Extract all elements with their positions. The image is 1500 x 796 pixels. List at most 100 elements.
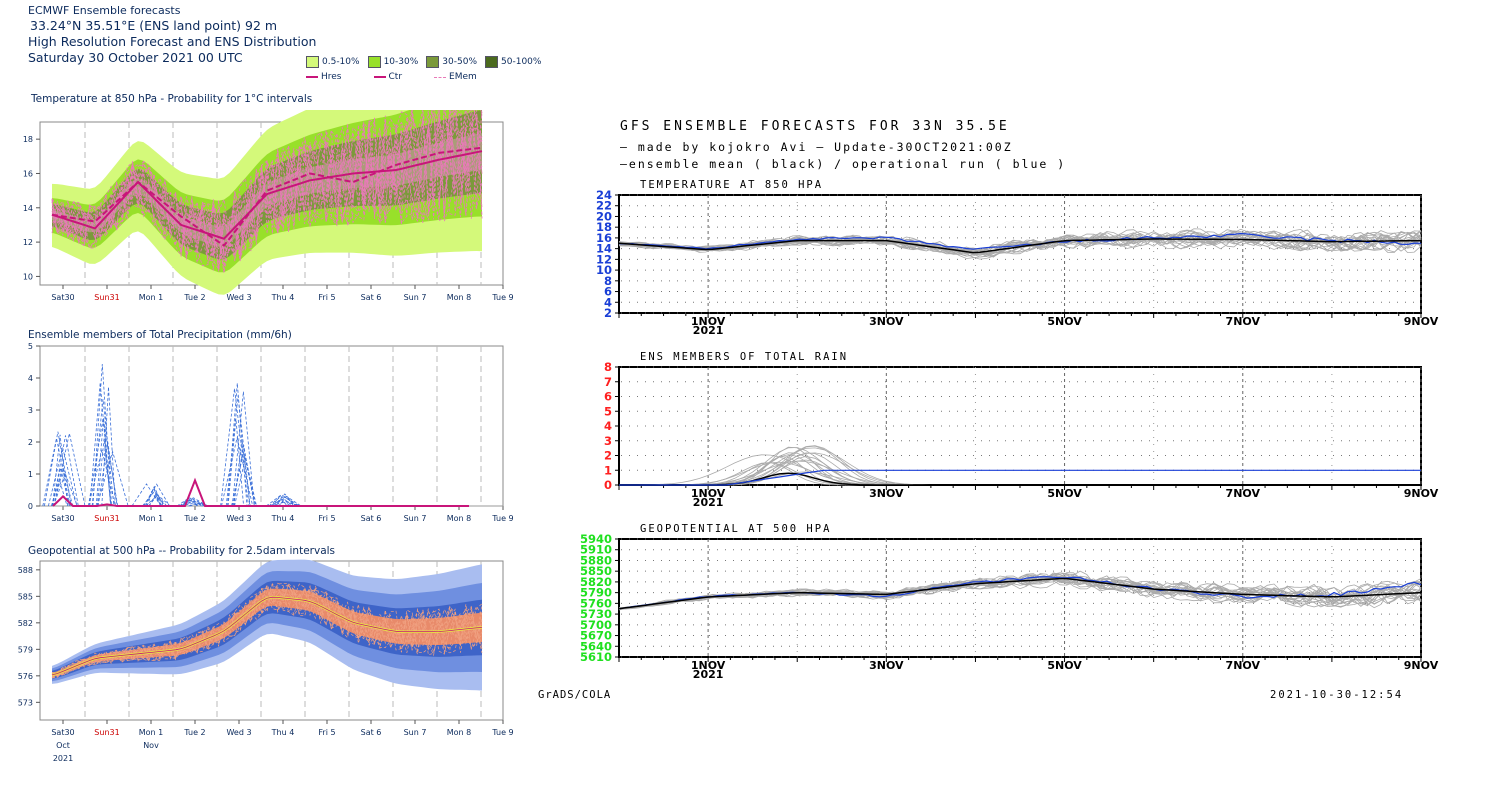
ensemble-member-line bbox=[97, 441, 118, 507]
ensemble-member-line bbox=[272, 496, 302, 507]
ensemble-mean-line bbox=[618, 577, 1422, 610]
legend-label-ctr: Ctr bbox=[388, 72, 403, 82]
y-tick-label: 24 bbox=[596, 190, 612, 202]
x-tick-label: Mon 8 bbox=[447, 514, 472, 523]
ensemble-member-line bbox=[618, 572, 1422, 610]
ensemble-member-line bbox=[51, 110, 483, 271]
y-tick-label: 5 bbox=[28, 342, 33, 351]
ecmwf-temp-title: Temperature at 850 hPa - Probability for… bbox=[31, 93, 313, 105]
year-label: 2021 bbox=[53, 754, 73, 763]
x-tick-label: Tue 2 bbox=[183, 728, 205, 737]
legend-label-p2: 10-30% bbox=[383, 57, 419, 67]
x-tick-label: Tue 2 bbox=[183, 293, 205, 302]
y-tick-label: 5880 bbox=[580, 553, 612, 567]
ensemble-member-line bbox=[51, 586, 483, 677]
legend-item-p4: 50-100% bbox=[485, 56, 541, 68]
x-tick-label: Sat 6 bbox=[361, 728, 382, 737]
ecmwf-geo-chart: Sat30 Sun31 Mon 1 Tue 2 Wed 3 Thu 4 Fri 5 Sat 6… bbox=[18, 559, 514, 763]
y-tick-label: 18 bbox=[596, 220, 612, 234]
legend-item-hres: Hres bbox=[306, 72, 342, 82]
y-tick-label: 5760 bbox=[580, 596, 612, 610]
ensemble-member-line bbox=[51, 110, 483, 270]
y-tick-label: 5790 bbox=[580, 586, 612, 600]
ensemble-member-line bbox=[232, 445, 255, 507]
x-tick-label: Sun 7 bbox=[404, 514, 427, 523]
ecmwf-title: ECMWF Ensemble forecasts bbox=[28, 4, 181, 17]
ensemble-member-line bbox=[96, 450, 129, 507]
ensemble-member-line bbox=[51, 587, 483, 677]
y-tick-label: 2 bbox=[604, 449, 612, 463]
y-tick-label: 5700 bbox=[580, 618, 612, 632]
x-tick-label: Sat30 bbox=[51, 293, 74, 302]
x-tick-label: 9NOV bbox=[1404, 659, 1439, 672]
x-tick-label: Sat30 bbox=[51, 728, 74, 737]
ensemble-member-line bbox=[44, 431, 72, 507]
x-tick-label: Tue 9 bbox=[491, 728, 513, 737]
x-year-label: 2021 bbox=[693, 668, 724, 681]
x-tick-label: Mon 1 bbox=[139, 293, 164, 302]
ecmwf-legend-lines: Hres Ctr EMem bbox=[306, 72, 477, 82]
x-tick-label: Thu 4 bbox=[271, 728, 295, 737]
gfs-author-line: — made by kojokro Avi — Update-30OCT2021… bbox=[620, 140, 1013, 154]
y-tick-label: 18 bbox=[23, 135, 33, 144]
x-tick-label: Fri 5 bbox=[318, 728, 335, 737]
legend-item-ctr: Ctr bbox=[373, 72, 403, 82]
x-tick-label: Sun 7 bbox=[404, 728, 427, 737]
gfs-rain-title: ENS MEMBERS OF TOTAL RAIN bbox=[640, 351, 849, 363]
ensemble-member-line bbox=[92, 363, 112, 507]
ensemble-member-line bbox=[89, 382, 111, 507]
x-year-label: 2021 bbox=[693, 324, 724, 337]
x-tick-label: 3NOV bbox=[869, 315, 904, 328]
ensemble-member-line bbox=[143, 483, 170, 507]
x-tick-label: Tue 9 bbox=[491, 514, 513, 523]
ensemble-member-line bbox=[131, 483, 162, 507]
y-tick-label: 5940 bbox=[580, 534, 612, 546]
ensemble-member-line bbox=[51, 586, 483, 679]
y-tick-label: 5910 bbox=[580, 543, 612, 557]
x-tick-label: 9NOV bbox=[1404, 315, 1439, 328]
ensemble-member-line bbox=[53, 468, 74, 507]
x-tick-label: 7NOV bbox=[1226, 659, 1261, 672]
gfs-geo-chart: 5610564056705700573057605790582058505880… bbox=[580, 534, 1439, 681]
y-tick-label: 5 bbox=[604, 404, 612, 418]
x-tick-label: Mon 8 bbox=[447, 728, 472, 737]
y-tick-label: 10 bbox=[23, 272, 33, 281]
ecmwf-precip-title: Ensemble members of Total Precipitation … bbox=[28, 329, 292, 341]
legend-item-emem: EMem bbox=[434, 72, 477, 82]
ensemble-member-line bbox=[53, 472, 78, 507]
y-tick-label: 1 bbox=[604, 463, 612, 477]
ensemble-member-line bbox=[51, 110, 483, 264]
legend-label-p3: 30-50% bbox=[442, 57, 478, 67]
x-tick-label: 3NOV bbox=[869, 659, 904, 672]
y-tick-label: 20 bbox=[596, 209, 612, 223]
x-tick-label: Fri 5 bbox=[318, 514, 335, 523]
ensemble-member-line bbox=[51, 110, 483, 267]
gfs-legend-line: —ensemble mean ( black) / operational ru… bbox=[620, 157, 1067, 171]
y-tick-label: 16 bbox=[23, 169, 33, 178]
y-tick-label: 22 bbox=[596, 199, 612, 213]
operational-run-line bbox=[618, 232, 1422, 250]
y-tick-label: 4 bbox=[604, 419, 612, 433]
x-tick-label: Wed 3 bbox=[226, 293, 251, 302]
ensemble-member-line bbox=[145, 494, 171, 507]
ensemble-member-line bbox=[618, 229, 1422, 253]
legend-item-p1: 0.5-10% bbox=[306, 56, 360, 68]
y-tick-label: 0 bbox=[604, 478, 612, 492]
x-tick-label: 1NOV bbox=[691, 487, 726, 500]
ensemble-member-line bbox=[51, 110, 483, 266]
ensemble-member-line bbox=[51, 110, 469, 272]
ensemble-member-line bbox=[52, 434, 69, 507]
hres-line bbox=[52, 477, 469, 507]
x-tick-label: 7NOV bbox=[1226, 487, 1261, 500]
ecmwf-precip-chart: Sat30 Sun31 Mon 1 Tue 2 Wed 3 Thu 4 Fri 5 Sat 6… bbox=[28, 342, 514, 523]
y-tick-label: 4 bbox=[604, 295, 612, 309]
ensemble-member-line bbox=[266, 494, 298, 507]
y-tick-label: 2 bbox=[604, 306, 612, 320]
y-tick-label: 14 bbox=[596, 242, 612, 256]
x-tick-label: Sun31 bbox=[94, 728, 119, 737]
ensemble-member-line bbox=[95, 418, 112, 507]
legend-item-p2: 10-30% bbox=[367, 56, 419, 68]
ensemble-member-line bbox=[51, 110, 483, 259]
ecmwf-date: Saturday 30 October 2021 00 UTC bbox=[28, 50, 243, 65]
